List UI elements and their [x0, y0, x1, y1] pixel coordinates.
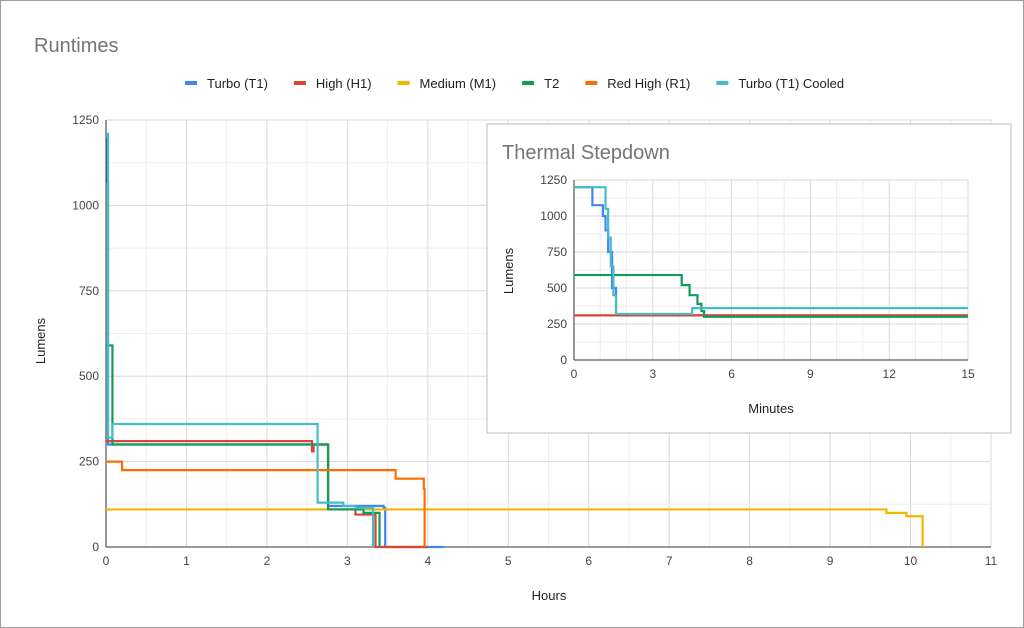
- x-tick-label: 11: [985, 554, 998, 568]
- series-line-turbo-t1: [106, 135, 444, 549]
- y-tick-label: 1250: [72, 113, 99, 127]
- x-tick-label: 8: [746, 554, 753, 568]
- x-tick-label: 9: [827, 554, 834, 568]
- x-tick-label: 6: [728, 367, 735, 381]
- legend-swatch: [397, 81, 410, 85]
- x-tick-label: 6: [585, 554, 592, 568]
- inset-title: Thermal Stepdown: [502, 142, 670, 164]
- x-tick-label: 15: [961, 367, 975, 381]
- x-tick-label: 3: [344, 554, 351, 568]
- chart-title: Runtimes: [34, 35, 118, 57]
- inset-x-axis-label: Minutes: [748, 401, 794, 416]
- series-line-turbo-t1-cooled: [106, 132, 375, 547]
- y-tick-label: 500: [547, 281, 567, 295]
- legend-swatch: [585, 81, 598, 85]
- series-line-t2: [106, 344, 381, 547]
- x-tick-label: 12: [883, 367, 897, 381]
- x-tick-label: 10: [904, 554, 918, 568]
- legend-swatch: [522, 81, 535, 85]
- legend-item[interactable]: Turbo (T1): [207, 76, 268, 91]
- x-tick-label: 1: [183, 554, 190, 568]
- y-tick-label: 500: [79, 369, 99, 383]
- y-axis-label: Lumens: [33, 317, 48, 364]
- inset-chart-box: [486, 123, 1012, 434]
- y-tick-label: 0: [560, 353, 567, 367]
- x-axis-label: Hours: [532, 588, 567, 603]
- y-tick-label: 250: [547, 317, 567, 331]
- legend-item[interactable]: T2: [544, 76, 559, 91]
- series-line-medium-m1: [106, 508, 924, 547]
- y-tick-label: 750: [79, 284, 99, 298]
- y-tick-label: 1000: [72, 198, 99, 212]
- x-tick-label: 0: [103, 554, 110, 568]
- y-tick-label: 1250: [540, 173, 567, 187]
- legend: Turbo (T1) High (H1) Medium (M1) T2 Red High…: [185, 76, 844, 91]
- legend-item[interactable]: High (H1): [316, 76, 372, 91]
- series-line-turbo-t1: [574, 186, 968, 317]
- y-tick-label: 1000: [540, 209, 567, 223]
- series-line-t2: [574, 273, 968, 318]
- x-tick-label: 2: [264, 554, 271, 568]
- x-tick-label: 3: [649, 367, 656, 381]
- x-tick-label: 5: [505, 554, 512, 568]
- legend-swatch: [185, 81, 197, 85]
- x-tick-label: 7: [666, 554, 673, 568]
- legend-item[interactable]: Medium (M1): [420, 76, 497, 91]
- legend-swatch: [293, 81, 306, 85]
- y-tick-label: 750: [547, 245, 567, 259]
- y-tick-label: 0: [92, 540, 99, 554]
- series-line-red-high-r1: [106, 460, 426, 547]
- x-tick-label: 4: [424, 554, 431, 568]
- legend-item[interactable]: Red High (R1): [607, 76, 690, 91]
- legend-item[interactable]: Turbo (T1) Cooled: [738, 76, 844, 91]
- y-tick-label: 250: [79, 455, 99, 469]
- inset-y-axis-label: Lumens: [501, 247, 516, 294]
- legend-swatch: [716, 81, 729, 85]
- x-tick-label: 0: [571, 367, 578, 381]
- x-tick-label: 9: [807, 367, 814, 381]
- series-line-turbo-t1-cooled: [574, 186, 968, 316]
